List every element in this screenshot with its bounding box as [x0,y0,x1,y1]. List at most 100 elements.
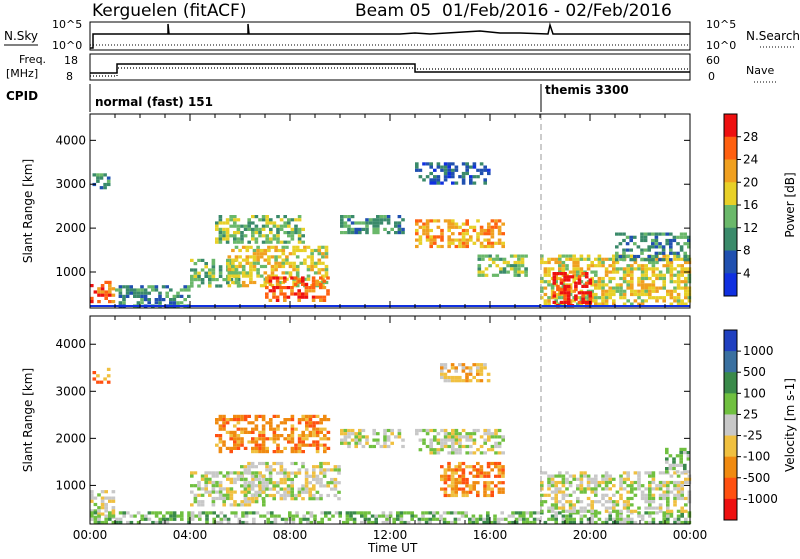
data-cell [568,299,573,303]
data-cell [233,418,237,422]
data-cell [469,181,473,185]
data-cell [305,427,309,431]
data-cell [572,299,576,303]
data-cell [394,231,398,235]
data-cell [234,274,239,278]
data-cell [556,284,560,288]
data-cell [322,474,327,478]
data-cell [458,375,462,380]
data-cell [319,477,323,482]
data-cell [680,471,684,475]
colorbar-swatch [724,414,737,437]
colorbar-swatch [724,498,737,521]
data-cell [476,448,480,452]
data-cell [654,251,659,255]
data-cell [306,268,311,272]
data-cell [640,258,644,262]
data-cell [337,471,341,475]
data-cell [454,493,458,498]
data-cell [543,280,548,284]
data-cell [241,245,246,249]
data-cell [669,280,674,284]
data-cell [443,168,448,172]
data-cell [550,496,555,501]
data-cell [668,454,673,458]
data-cell [556,272,560,276]
data-cell [487,222,491,226]
data-cell [295,264,300,269]
data-cell [563,297,567,301]
data-cell [554,484,558,488]
data-cell [297,295,301,299]
data-cell [679,245,684,249]
data-cell [472,241,477,245]
data-cell [97,514,101,518]
data-cell [543,286,548,290]
data-cell [673,299,677,303]
data-cell [676,474,681,478]
data-cell [216,514,220,518]
data-cell [347,224,351,228]
data-cell [315,295,319,299]
data-cell [218,414,223,418]
data-cell [219,517,224,521]
data-cell [494,474,498,478]
data-cell [122,285,126,289]
data-cell [233,477,237,481]
data-cell [315,421,320,425]
data-cell [272,493,276,498]
data-cell [312,487,316,491]
data-cell [304,289,309,293]
data-cell [440,444,444,449]
data-cell [637,283,641,287]
data-cell [305,424,309,428]
data-cell [208,477,212,481]
data-cell [268,289,273,293]
data-cell [482,520,486,525]
data-cell [648,474,652,478]
data-cell [640,283,645,287]
data-cell [290,440,295,444]
data-cell [552,294,557,298]
data-cell [487,428,491,433]
data-cell [618,232,623,236]
data-cell [457,517,461,521]
data-cell [447,225,451,229]
data-cell [550,267,555,271]
data-cell [308,421,313,425]
data-cell [572,509,576,513]
data-cell [630,487,634,491]
data-cell [487,438,491,442]
data-cell [525,511,530,515]
data-cell [475,517,479,521]
data-cell [410,511,414,515]
data-cell [654,235,659,239]
data-cell [454,369,458,373]
data-cell [619,283,623,287]
data-cell [479,468,484,472]
data-cell [676,514,681,518]
data-cell [461,366,466,370]
data-cell [347,441,351,445]
data-cell [579,480,584,485]
data-cell [236,218,241,222]
data-cell [275,298,280,302]
data-cell [552,291,557,295]
data-cell [215,278,219,282]
data-cell [254,490,258,494]
data-cell [501,222,505,226]
data-cell [251,446,255,450]
data-cell [525,520,530,525]
data-cell [229,434,233,438]
data-cell [590,503,594,507]
data-cell [415,222,419,226]
data-cell [680,490,684,494]
data-cell [340,438,344,442]
data-cell [640,484,645,488]
data-cell [238,284,242,288]
data-cell [90,514,94,518]
data-cell [251,471,255,475]
data-cell [386,218,391,222]
data-cell [154,301,159,305]
data-cell [540,493,544,497]
